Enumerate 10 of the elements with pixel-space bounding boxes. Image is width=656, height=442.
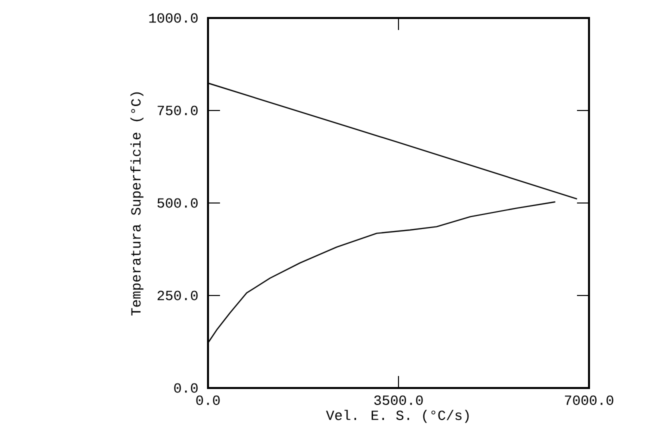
- x-tick-label: 7000.0: [564, 396, 614, 405]
- y-tick-label: 1000.0: [149, 13, 198, 23]
- x-axis-title: Vel. E. S. (°C/s): [326, 410, 469, 423]
- y-axis-title: Temperatura Superficie (°C): [130, 92, 144, 316]
- y-tick-label: 750.0: [158, 106, 198, 116]
- x-tick-label: 0.0: [196, 396, 220, 405]
- y-tick-label: 0.0: [174, 383, 198, 393]
- x-tick-label: 3500.0: [374, 396, 423, 405]
- y-tick-label: 250.0: [158, 290, 198, 300]
- y-tick-label: 500.0: [158, 198, 198, 208]
